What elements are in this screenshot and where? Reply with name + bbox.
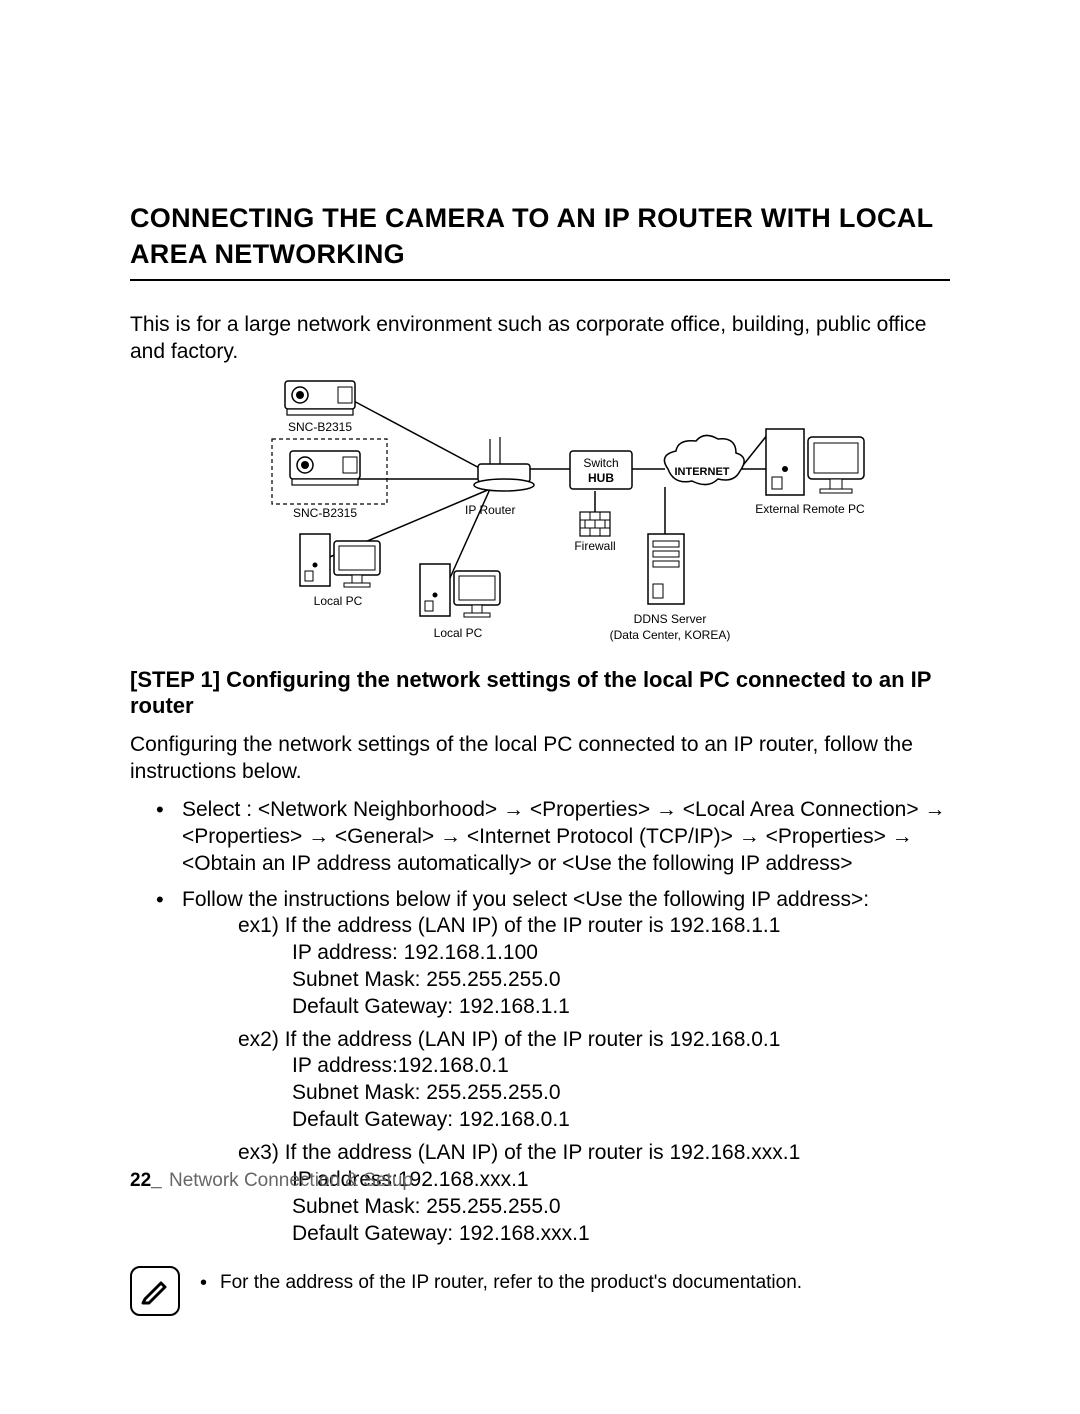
ex1-line4: Default Gateway: 192.168.1.1 bbox=[292, 994, 950, 1021]
ex2-line4: Default Gateway: 192.168.0.1 bbox=[292, 1107, 950, 1134]
pc-icon bbox=[766, 429, 864, 495]
firewall-label: Firewall bbox=[574, 539, 615, 553]
external-pc-label: External Remote PC bbox=[755, 502, 865, 516]
ex1-line1: If the address (LAN IP) of the IP router… bbox=[285, 914, 781, 937]
step-heading: [STEP 1] Configuring the network setting… bbox=[130, 667, 950, 718]
internet-label: INTERNET bbox=[675, 466, 730, 478]
ex1-line3: Subnet Mask: 255.255.255.0 bbox=[292, 967, 950, 994]
pc-icon bbox=[300, 534, 380, 587]
section-title: CONNECTING THE CAMERA TO AN IP ROUTER WI… bbox=[130, 200, 950, 273]
bullet-follow: Follow the instructions below if you sel… bbox=[156, 886, 950, 1248]
localpc2-label: Local PC bbox=[434, 626, 483, 640]
ddns-label1: DDNS Server bbox=[634, 612, 707, 626]
network-diagram-svg: SNC-B2315 SNC-B2315 IP Router bbox=[190, 369, 890, 649]
page-footer: 22_ Network Connection & Setup bbox=[130, 1170, 413, 1192]
example-1: ex1) If the address (LAN IP) of the IP r… bbox=[238, 913, 950, 1021]
camera-icon bbox=[290, 451, 360, 485]
note-text: For the address of the IP router, refer … bbox=[200, 1266, 802, 1296]
ex3-line3: Subnet Mask: 255.255.255.0 bbox=[292, 1194, 950, 1221]
ex1-line2: IP address: 192.168.1.100 bbox=[292, 940, 950, 967]
bullet1-text: Select : <Network Neighborhood> → <Prope… bbox=[182, 798, 945, 876]
router-label: IP Router bbox=[465, 503, 515, 517]
ex2-line2: IP address:192.168.0.1 bbox=[292, 1053, 950, 1080]
server-icon bbox=[648, 534, 684, 604]
title-divider bbox=[130, 279, 950, 281]
ex1-label: ex1) bbox=[238, 914, 279, 937]
note-block: For the address of the IP router, refer … bbox=[130, 1266, 950, 1316]
page-number: 22_ bbox=[130, 1170, 162, 1191]
example-3: ex3) If the address (LAN IP) of the IP r… bbox=[238, 1140, 950, 1248]
camera-icon bbox=[285, 381, 355, 415]
ex2-line3: Subnet Mask: 255.255.255.0 bbox=[292, 1080, 950, 1107]
localpc1-label: Local PC bbox=[314, 594, 363, 608]
switch-label2: HUB bbox=[588, 471, 614, 485]
router-icon bbox=[474, 437, 534, 491]
pc-icon bbox=[420, 564, 500, 617]
footer-title: Network Connection & Setup bbox=[169, 1170, 413, 1191]
firewall-icon bbox=[580, 512, 610, 536]
network-diagram: SNC-B2315 SNC-B2315 IP Router bbox=[130, 369, 950, 649]
ddns-label2: (Data Center, KOREA) bbox=[610, 628, 731, 642]
camera1-label: SNC-B2315 bbox=[288, 420, 352, 434]
ex3-line4: Default Gateway: 192.168.xxx.1 bbox=[292, 1221, 950, 1248]
intro-paragraph: This is for a large network environment … bbox=[130, 311, 950, 366]
page: CONNECTING THE CAMERA TO AN IP ROUTER WI… bbox=[0, 0, 1080, 1316]
note-icon bbox=[130, 1266, 180, 1316]
switch-label1: Switch bbox=[583, 456, 618, 470]
title-line-1: CONNECTING THE CAMERA TO AN IP ROUTER WI… bbox=[130, 203, 933, 233]
ex2-line1: If the address (LAN IP) of the IP router… bbox=[285, 1028, 781, 1051]
step-intro: Configuring the network settings of the … bbox=[130, 732, 950, 786]
ex3-line1: If the address (LAN IP) of the IP router… bbox=[285, 1141, 801, 1164]
ex2-label: ex2) bbox=[238, 1028, 279, 1051]
bullet2-text: Follow the instructions below if you sel… bbox=[182, 888, 869, 911]
example-2: ex2) If the address (LAN IP) of the IP r… bbox=[238, 1027, 950, 1135]
camera2-label: SNC-B2315 bbox=[293, 506, 357, 520]
title-line-2: AREA NETWORKING bbox=[130, 239, 405, 269]
ex3-label: ex3) bbox=[238, 1141, 279, 1164]
bullet-select: Select : <Network Neighborhood> → <Prope… bbox=[156, 796, 950, 878]
